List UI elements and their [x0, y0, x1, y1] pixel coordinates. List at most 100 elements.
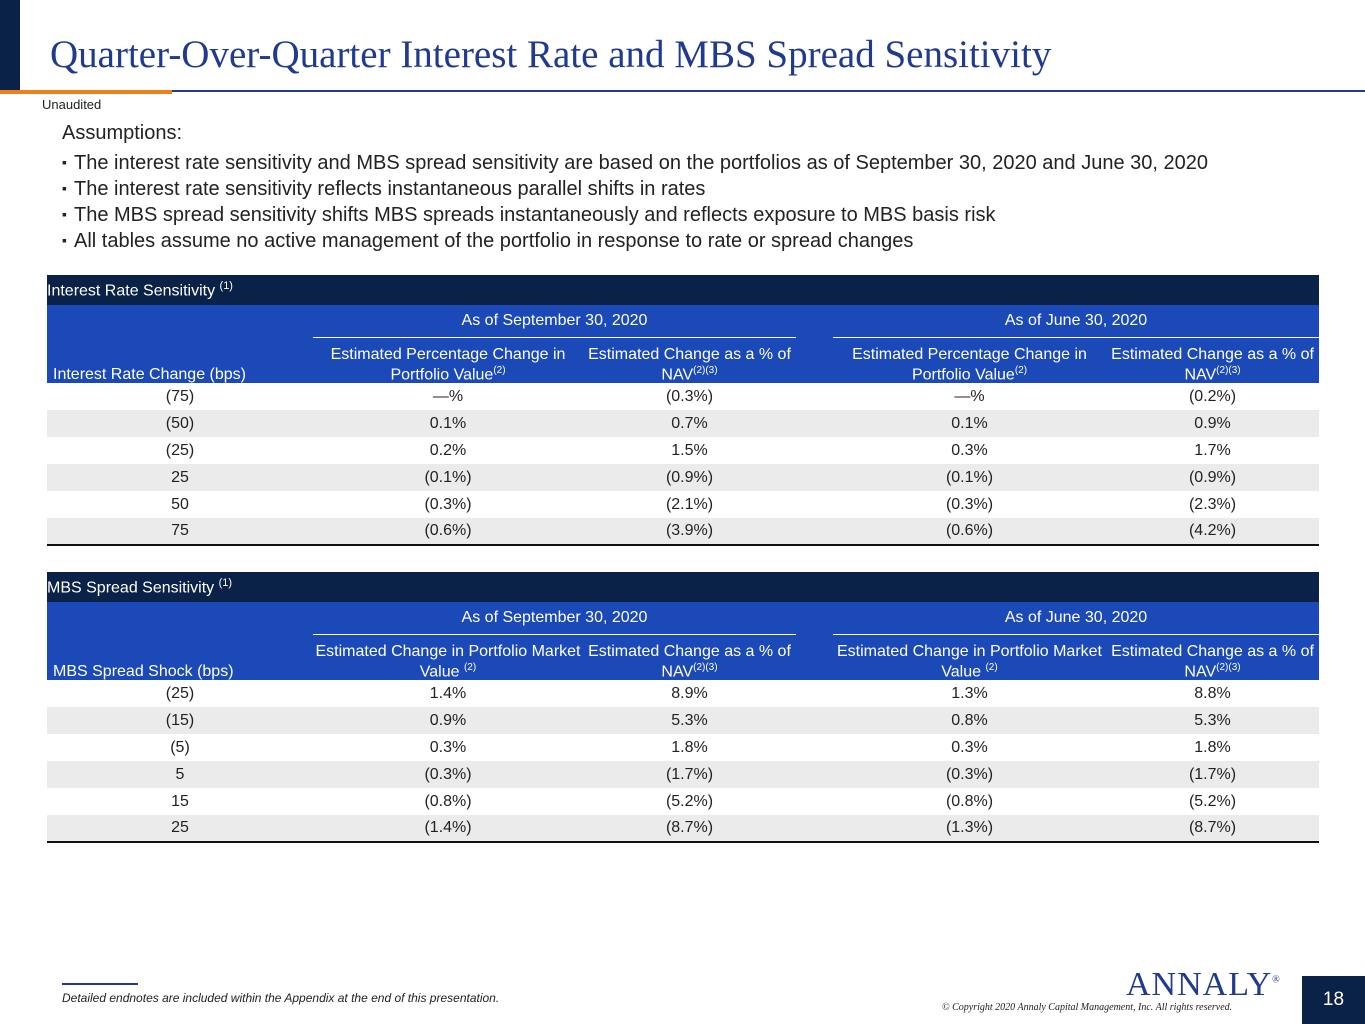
- cell-sep-portfolio: 0.1%: [313, 410, 583, 437]
- table-title-row: Interest Rate Sensitivity (1): [47, 275, 1320, 305]
- cell-gap: [796, 707, 833, 734]
- table-row: (50) 0.1% 0.7% 0.1% 0.9%: [47, 410, 1320, 437]
- column-header-text: Estimated Percentage Change in Portfolio…: [330, 345, 566, 383]
- period-header-row: As of September 30, 2020 As of June 30, …: [47, 602, 1320, 635]
- column-header-portfolio-value: Estimated Percentage Change in Portfolio…: [313, 337, 583, 383]
- cell-jun-portfolio: (1.3%): [833, 815, 1106, 843]
- cell-jun-nav: 1.7%: [1194, 441, 1231, 459]
- header-gap: [796, 305, 833, 337]
- header-accent-bar: [0, 0, 20, 90]
- cell-change-bps: 25: [47, 464, 313, 491]
- column-header-text: Estimated Change in Portfolio Market Val…: [315, 642, 581, 680]
- spread-table-body: (25) 1.4% 8.9% 1.3% 8.8% (15) 0.9% 5.3% 0.8% 5.3%…: [47, 680, 1320, 843]
- unaudited-label: Unaudited: [42, 97, 102, 112]
- column-header-row: MBS Spread Shock (bps) Estimated Change …: [47, 634, 1320, 680]
- row-header: Interest Rate Change (bps): [47, 337, 313, 383]
- cell-sep-portfolio: (0.1%): [313, 464, 583, 491]
- cell-change-bps: (25): [165, 441, 195, 459]
- cell-jun-portfolio: (0.6%): [833, 518, 1106, 546]
- cell-jun-nav: (8.7%): [1106, 815, 1320, 843]
- column-header-text: Estimated Change as a % of NAV: [1111, 642, 1314, 680]
- interest-table-body: (75) —% (0.3%) —% (0.2%) (50) 0.1% 0.7% 0.1% 0.9%…: [47, 383, 1320, 546]
- assumption-item: The interest rate sensitivity reflects i…: [62, 176, 1208, 202]
- assumption-item: All tables assume no active management o…: [62, 228, 1208, 254]
- column-footnote: (2)(3): [693, 364, 718, 376]
- assumption-item: The MBS spread sensitivity shifts MBS sp…: [62, 202, 1208, 228]
- cell-change-bps: (15): [47, 707, 313, 734]
- cell-jun-nav: 5.3%: [1106, 707, 1320, 734]
- cell-gap: [796, 383, 833, 410]
- cell-gap: [796, 437, 833, 464]
- column-footnote: (2): [1014, 364, 1028, 376]
- period-header-june: As of June 30, 2020: [833, 602, 1320, 635]
- column-footnote: (2): [493, 364, 506, 376]
- cell-change-bps: (50): [47, 410, 313, 437]
- cell-sep-nav: 8.9%: [671, 684, 708, 702]
- cell-change-bps: (25): [165, 684, 195, 702]
- cell-jun-portfolio: (0.3%): [833, 761, 1106, 788]
- cell-gap: [796, 734, 833, 761]
- cell-gap: [796, 518, 833, 546]
- footnote-divider: [62, 983, 138, 985]
- cell-sep-nav: (0.9%): [583, 464, 796, 491]
- assumptions-heading: Assumptions:: [62, 122, 183, 144]
- cell-jun-portfolio: (0.1%): [833, 464, 1106, 491]
- header-gap: [796, 602, 833, 634]
- column-header-text: Estimated Percentage Change in Portfolio…: [852, 345, 1087, 383]
- column-footnote: (2)(3): [1216, 364, 1241, 376]
- cell-jun-portfolio: 0.8%: [833, 707, 1106, 734]
- cell-sep-portfolio: (0.3%): [313, 761, 583, 788]
- cell-sep-nav: (1.7%): [583, 761, 796, 788]
- header-blank: [47, 305, 313, 337]
- cell-change-bps: 15: [171, 792, 189, 810]
- table-title-text: MBS Spread Sensitivity: [47, 579, 215, 597]
- cell-gap: [796, 761, 833, 788]
- cell-gap: [796, 680, 833, 707]
- cell-sep-portfolio: 1.4%: [429, 684, 467, 702]
- column-footnote: (2): [463, 661, 477, 673]
- cell-sep-nav: (0.3%): [665, 387, 714, 405]
- column-header-row: Interest Rate Change (bps) Estimated Per…: [47, 337, 1320, 383]
- cell-sep-portfolio: (1.4%): [313, 815, 583, 843]
- table-row: 25 (0.1%) (0.9%) (0.1%) (0.9%): [47, 464, 1320, 491]
- column-header-nav: Estimated Change as a % of NAV(2)(3): [1106, 634, 1320, 680]
- cell-sep-nav: (5.2%): [665, 792, 714, 810]
- cell-sep-nav: (8.7%): [583, 815, 796, 843]
- table-title-text: Interest Rate Sensitivity: [47, 282, 216, 300]
- assumptions-list: The interest rate sensitivity and MBS sp…: [62, 150, 1208, 254]
- period-header-june: As of June 30, 2020: [833, 305, 1320, 338]
- cell-sep-portfolio: 0.3%: [429, 738, 467, 756]
- table-row: 50 (0.3%) (2.1%) (0.3%) (2.3%): [47, 491, 1319, 518]
- cell-sep-portfolio: 0.9%: [313, 707, 583, 734]
- column-header-market-value: Estimated Change in Portfolio Market Val…: [833, 634, 1106, 680]
- cell-jun-nav: (0.2%): [1188, 387, 1237, 405]
- cell-sep-portfolio: (0.8%): [424, 792, 472, 810]
- table-title: MBS Spread Sensitivity (1): [47, 572, 1320, 602]
- cell-change-bps: 25: [47, 815, 313, 843]
- logo-registered-mark: ®: [1272, 974, 1281, 986]
- cell-jun-nav: 1.8%: [1194, 738, 1231, 756]
- cell-gap: [796, 464, 833, 491]
- column-header-nav: Estimated Change as a % of NAV(2)(3): [583, 337, 796, 383]
- cell-jun-nav: (1.7%): [1106, 761, 1320, 788]
- column-header-text: Estimated Change as a % of NAV: [588, 642, 791, 680]
- period-header-september: As of September 30, 2020: [313, 305, 796, 338]
- cell-jun-nav: (5.2%): [1188, 792, 1237, 810]
- cell-gap: [796, 815, 833, 843]
- page-title: Quarter-Over-Quarter Interest Rate and M…: [50, 33, 1052, 76]
- annaly-logo: ANNALY®: [1126, 966, 1281, 1004]
- table-row: (75) —% (0.3%) —% (0.2%): [47, 383, 1319, 410]
- cell-sep-portfolio: (0.6%): [313, 518, 583, 546]
- table-row: (15) 0.9% 5.3% 0.8% 5.3%: [47, 707, 1320, 734]
- title-divider: [0, 90, 1365, 92]
- period-header-september: As of September 30, 2020: [313, 602, 796, 635]
- column-header-nav: Estimated Change as a % of NAV(2)(3): [583, 634, 796, 680]
- column-header-text: Estimated Change in Portfolio Market Val…: [836, 642, 1102, 680]
- cell-gap: [796, 788, 833, 815]
- row-header: MBS Spread Shock (bps): [47, 634, 313, 680]
- table-title-footnote: (1): [218, 576, 233, 589]
- column-footnote: (2)(3): [1216, 661, 1241, 673]
- interest-rate-sensitivity-table: Interest Rate Sensitivity (1) As of Sept…: [47, 275, 1320, 546]
- table-row: (5) 0.3% 1.8% 0.3% 1.8%: [47, 734, 1319, 761]
- table-row: 5 (0.3%) (1.7%) (0.3%) (1.7%): [47, 761, 1320, 788]
